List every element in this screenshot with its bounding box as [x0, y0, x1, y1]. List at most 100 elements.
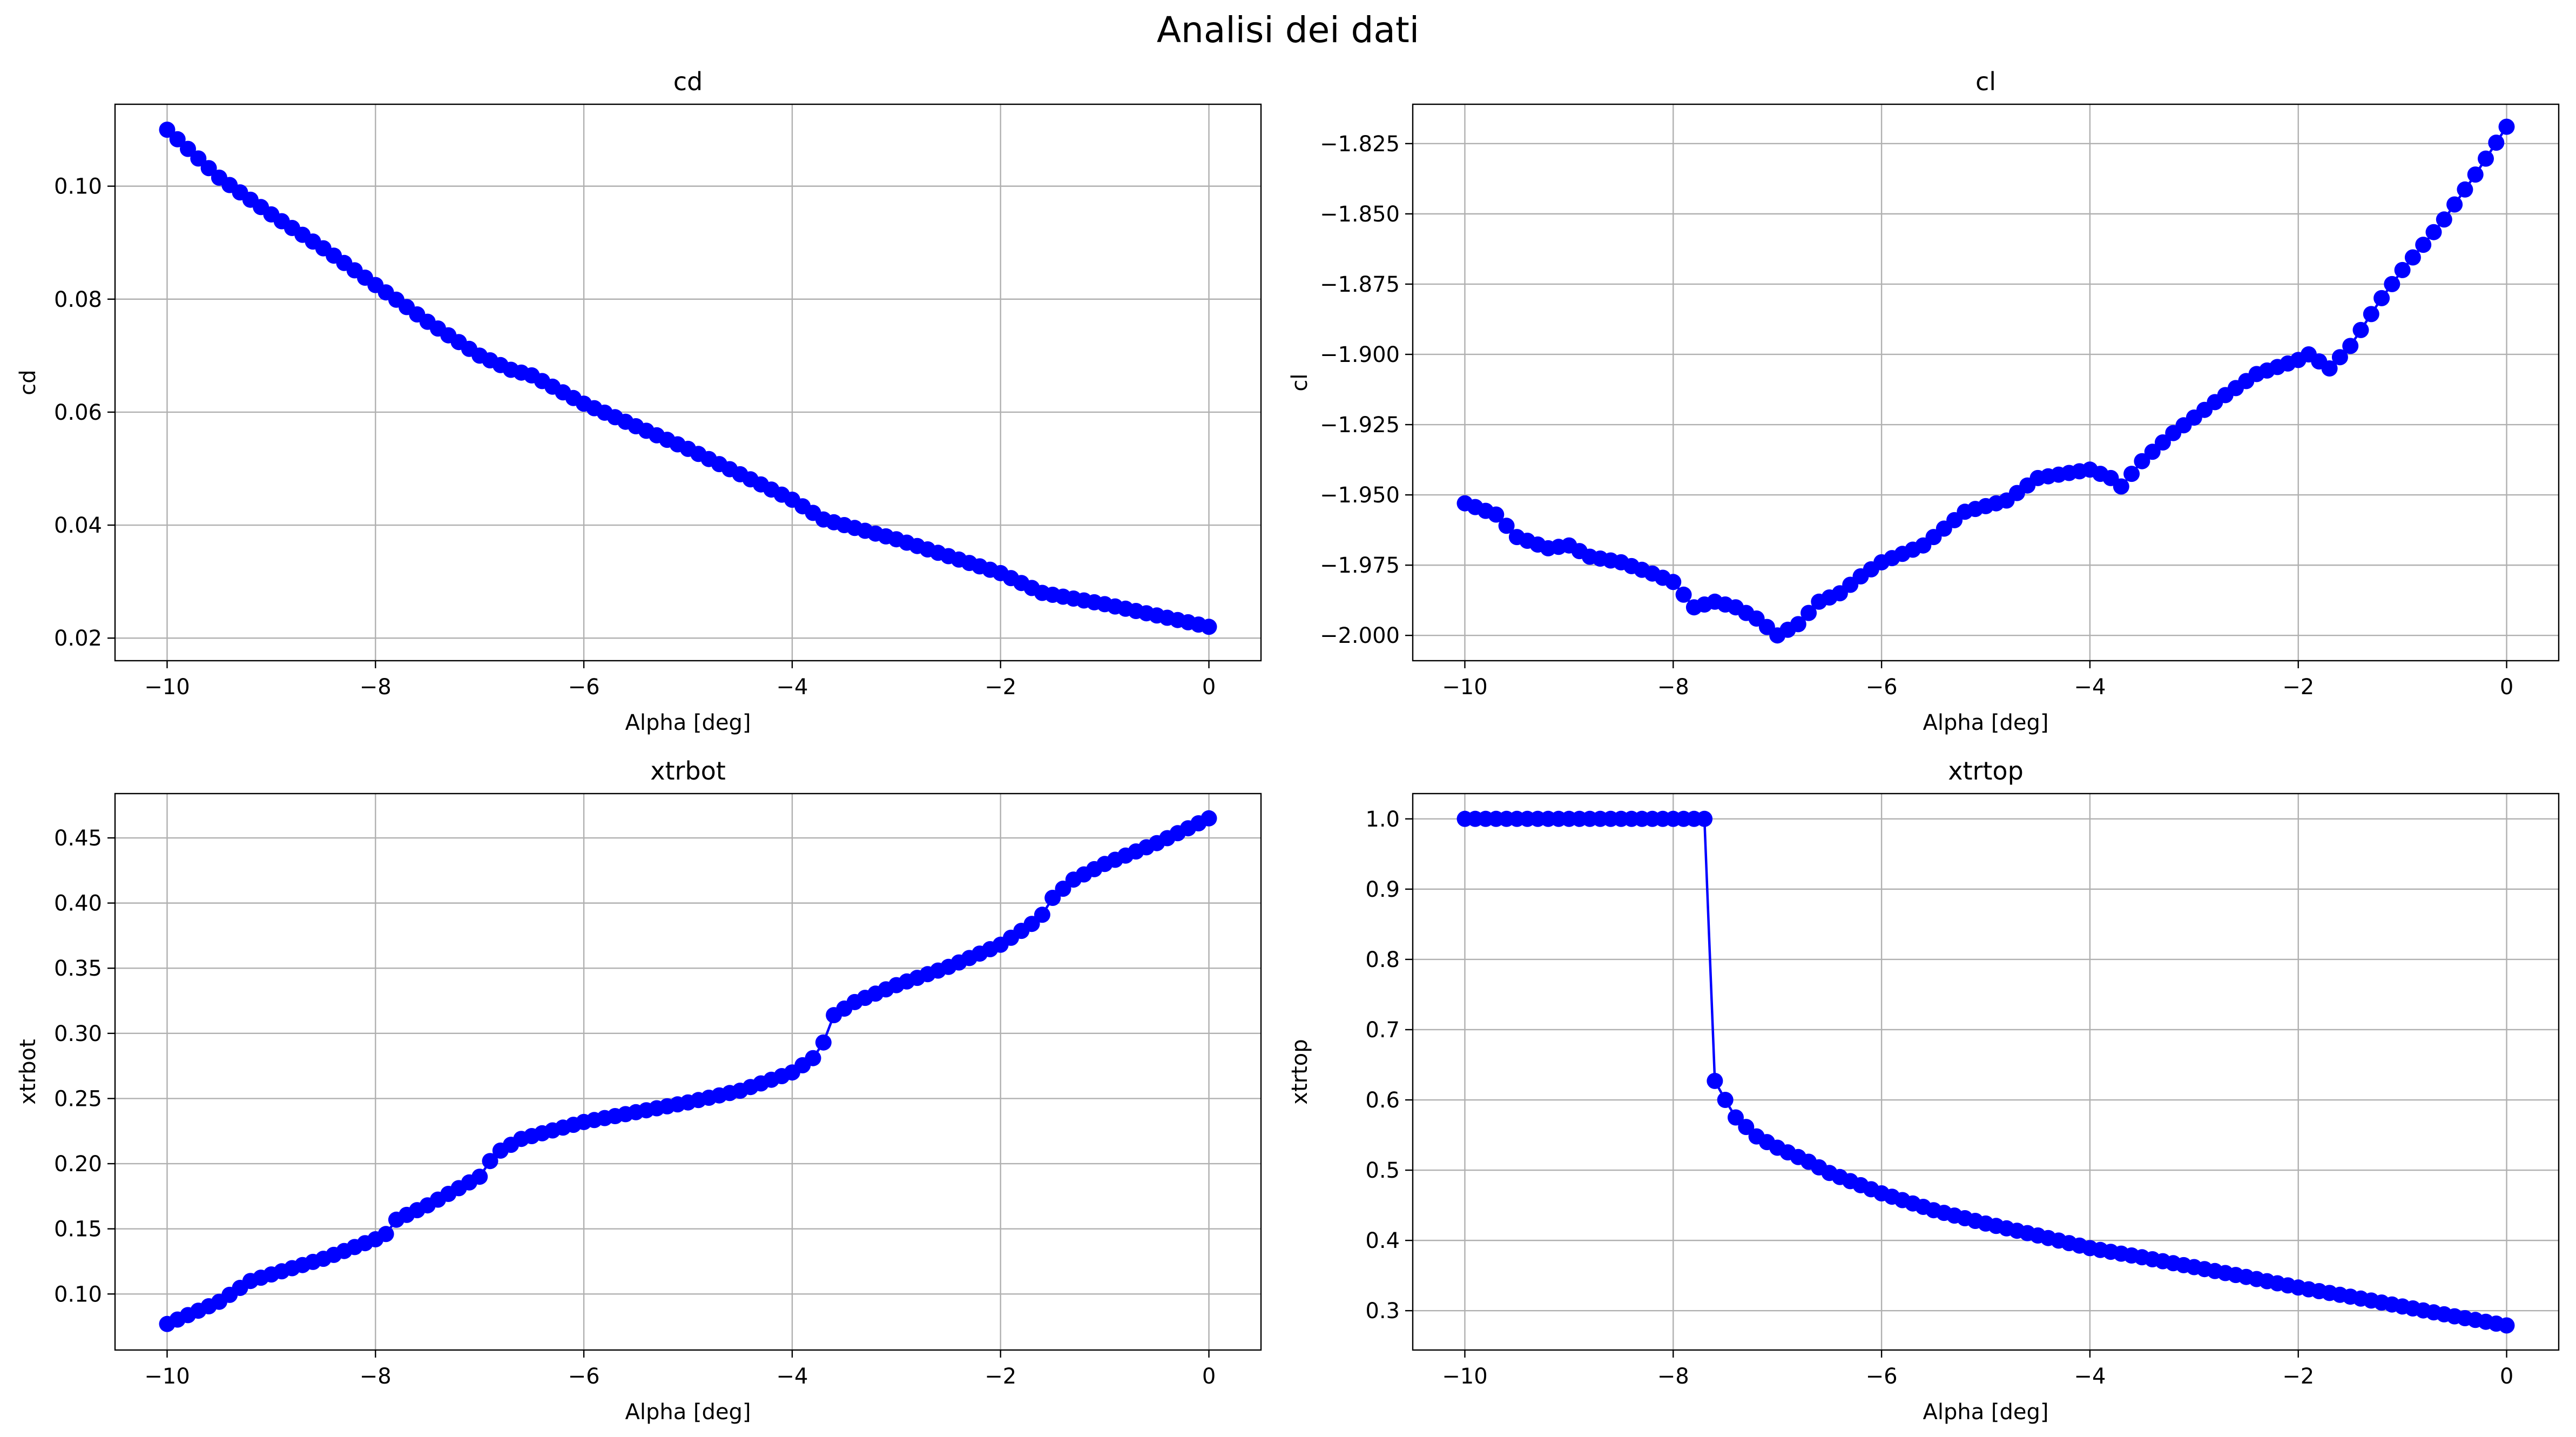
markers — [159, 122, 1217, 635]
data-point — [1717, 1092, 1734, 1108]
data-point — [482, 1153, 498, 1170]
x-tick-label: −8 — [1657, 1364, 1689, 1389]
data-point — [190, 150, 207, 167]
y-tick-label: −1.850 — [1320, 202, 1400, 227]
subplot-title: cd — [673, 67, 703, 96]
grid — [1413, 104, 2559, 661]
subplots: −10 −8 −6 −4 −2 0 0.02 0.04 0.06 0.08 0.10 cd Alpha … — [16, 67, 2560, 1425]
x-tick-label: −2 — [2282, 1364, 2314, 1389]
x-tick-label: −6 — [568, 1364, 600, 1389]
y-tick-label: 0.6 — [1365, 1088, 1400, 1113]
figure-title: Analisi dei dati — [1157, 9, 1419, 51]
y-tick-label: 0.3 — [1365, 1299, 1400, 1324]
y-tick-label: 0.40 — [54, 891, 102, 916]
x-tick-label: −8 — [360, 1364, 392, 1389]
y-tick-label: −1.875 — [1320, 272, 1400, 297]
y-tick-label: 0.10 — [54, 1282, 102, 1307]
data-point — [2342, 338, 2359, 354]
y-tick-label: 0.15 — [54, 1217, 102, 1242]
x-tick-label: −6 — [1866, 675, 1898, 700]
data-point — [2363, 306, 2379, 323]
x-tick-label: −8 — [1657, 675, 1689, 700]
y-tick-label: 0.8 — [1365, 948, 1400, 972]
data-point — [1707, 1072, 1723, 1089]
y-tick-label: −1.975 — [1320, 553, 1400, 578]
y-tick-label: 0.35 — [54, 956, 102, 981]
data-point — [2144, 444, 2161, 460]
data-point — [815, 1034, 832, 1051]
x-tick-label: −10 — [1442, 675, 1487, 700]
data-point — [1498, 518, 1515, 534]
subplot-cd: −10 −8 −6 −4 −2 0 0.02 0.04 0.06 0.08 0.10 cd Alpha … — [16, 67, 1262, 735]
axes-frame — [1412, 103, 2560, 662]
y-axis-label: xtrbot — [16, 1039, 41, 1104]
data-point — [1201, 810, 1217, 827]
x-tick-label: −8 — [360, 675, 392, 700]
y-tick-label: 0.06 — [54, 400, 102, 425]
data-point — [1055, 881, 1071, 897]
y-tick-label: 0.08 — [54, 287, 102, 312]
series-line-cd — [166, 129, 1209, 628]
data-point — [1790, 616, 1806, 633]
y-tick-label: 0.4 — [1365, 1228, 1400, 1253]
data-point — [2373, 290, 2390, 306]
data-point — [2436, 211, 2452, 228]
x-axis-label: Alpha [deg] — [625, 710, 751, 735]
data-point — [2384, 276, 2400, 292]
x-tick-label: −4 — [2074, 675, 2106, 700]
y-tick-label: −1.950 — [1320, 483, 1400, 508]
y-axis-label: xtrtop — [1287, 1039, 1312, 1104]
x-tick-label: 0 — [1202, 1364, 1216, 1389]
data-point — [2331, 349, 2348, 366]
x-tick-label: −4 — [776, 675, 808, 700]
subplot-cl: −10 −8 −6 −4 −2 0 −2.000 −1.975 −1.950 −1.925 −1.9… — [1287, 67, 2560, 735]
data-point — [2134, 453, 2150, 469]
y-tick-label: 0.02 — [54, 626, 102, 651]
x-tick-label: −10 — [1442, 1364, 1487, 1389]
axes-frame — [114, 103, 1262, 662]
markers — [159, 810, 1217, 1332]
data-point — [2446, 196, 2463, 213]
y-tick-label: 0.20 — [54, 1152, 102, 1177]
y-tick-label: −1.900 — [1320, 343, 1400, 367]
y-axis-label: cl — [1287, 373, 1312, 391]
axes-frame — [114, 793, 1262, 1351]
data-point — [1044, 890, 1061, 906]
subplot-xtrtop: −10 −8 −6 −4 −2 0 0.3 0.4 0.5 0.6 0.7 0.8 0.9 1.0 xtrt… — [1287, 756, 2560, 1425]
subplot-title: xtrtop — [1948, 756, 2024, 785]
x-tick-label: −2 — [984, 1364, 1016, 1389]
y-tick-label: 0.7 — [1365, 1018, 1400, 1043]
x-tick-label: 0 — [2500, 675, 2513, 700]
y-tick-label: 0.5 — [1365, 1158, 1400, 1183]
data-point — [1665, 574, 1682, 590]
y-tick-label: 0.10 — [54, 174, 102, 199]
data-point — [2352, 321, 2369, 338]
data-point — [2394, 261, 2411, 278]
data-point — [159, 122, 176, 138]
data-point — [2154, 434, 2171, 451]
y-tick-label: −1.825 — [1320, 132, 1400, 157]
grid — [115, 794, 1261, 1350]
data-point — [1728, 1109, 1744, 1126]
y-tick-label: 0.30 — [54, 1022, 102, 1046]
markers — [1456, 810, 2515, 1334]
grid — [1413, 794, 2559, 1350]
data-point — [1800, 605, 1817, 621]
grid — [115, 104, 1261, 661]
series-line-xtrtop — [1465, 817, 2507, 1327]
data-point — [2425, 224, 2442, 240]
data-point — [2488, 135, 2505, 151]
x-axis-label: Alpha [deg] — [1923, 710, 2048, 735]
data-point — [169, 131, 186, 147]
subplot-xtrbot: −10 −8 −6 −4 −2 0 0.10 0.15 0.20 0.25 0.30 0.35 0.40… — [16, 756, 1262, 1425]
x-tick-label: −10 — [144, 1364, 190, 1389]
data-point — [471, 1169, 488, 1185]
data-point — [2478, 150, 2494, 167]
data-point — [2467, 166, 2484, 183]
y-tick-label: 0.9 — [1365, 877, 1400, 902]
x-axis-label: Alpha [deg] — [1923, 1400, 2048, 1425]
y-tick-label: −2.000 — [1320, 623, 1400, 648]
data-point — [2113, 478, 2129, 495]
data-point — [377, 1226, 394, 1243]
